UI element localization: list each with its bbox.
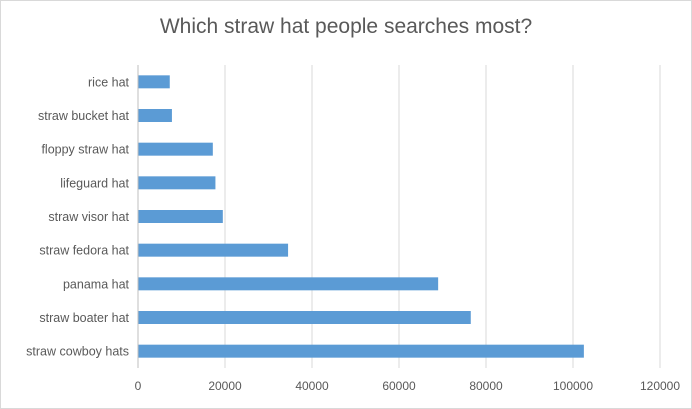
category-label: lifeguard hat [60,176,129,190]
x-tick-label: 60000 [382,379,416,393]
x-tick-label: 0 [135,379,142,393]
x-tick-label: 120000 [640,379,680,393]
bar [138,142,213,156]
category-label: straw visor hat [48,210,129,224]
category-label: straw cowboy hats [26,345,129,359]
x-tick-labels: 0 20000 40000 60000 80000 100000 120000 [135,379,681,393]
category-label: straw fedora hat [39,244,129,258]
chart-title: Which straw hat people searches most? [159,15,533,38]
bar [138,311,471,324]
category-label: panama hat [63,277,130,291]
bar [138,176,216,190]
bar [138,109,172,122]
bar [138,344,584,358]
x-tick-label: 100000 [553,379,593,393]
bars [138,75,584,358]
category-label: rice hat [88,75,130,89]
bar [138,243,289,257]
category-label: floppy straw hat [41,143,129,157]
category-label: straw bucket hat [38,109,130,123]
bar [138,277,439,291]
bar [138,210,223,223]
category-label: straw boater hat [39,311,129,325]
x-tick-label: 80000 [469,379,503,393]
bar [138,75,170,89]
x-tick-label: 20000 [208,379,242,393]
x-tick-label: 40000 [295,379,329,393]
category-labels: straw cowboy hats straw boater hat panama … [26,75,129,358]
